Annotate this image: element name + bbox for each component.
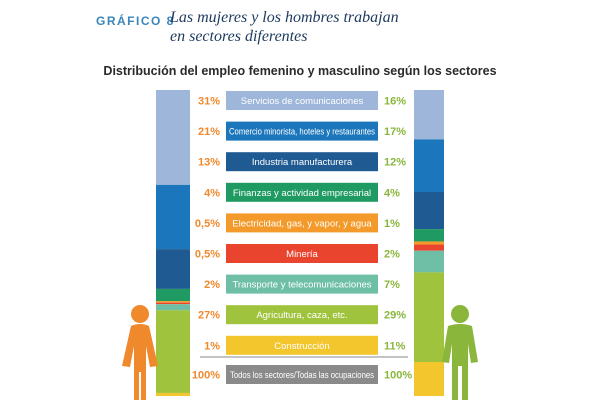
- sector-row: Construcción 1% 11%: [204, 335, 406, 355]
- men-bar-segment-9: [414, 362, 444, 396]
- women-bar-segment-5: [156, 301, 190, 303]
- men-bar-segment-8: [414, 272, 444, 362]
- women-percent: 0,5%: [195, 218, 220, 230]
- men-percent: 17%: [384, 126, 406, 138]
- women-percent: 4%: [204, 187, 220, 199]
- sector-label-bar: [226, 182, 378, 202]
- man-figure-icon: [442, 305, 478, 400]
- women-bar-segment-1: [156, 90, 190, 185]
- women-percent: 0,5%: [195, 249, 220, 261]
- women-percent: 27%: [198, 310, 220, 322]
- sector-label-bar: [226, 213, 378, 233]
- sector-row: Electricidad, gas, y vapor, y agua 0,5% 1%: [195, 213, 400, 233]
- figure-title-line2: en sectores diferentes: [170, 28, 308, 45]
- sector-label-bar: [226, 244, 378, 263]
- sector-row: Servicios de comunicaciones 31% 16%: [198, 91, 406, 110]
- sector-label: Comercio minorista, hoteles y restaurant…: [229, 127, 375, 138]
- sector-rows: Servicios de comunicaciones 31% 16% Comerci…: [195, 91, 406, 355]
- sector-label-bar: [226, 152, 378, 172]
- women-percent: 2%: [204, 279, 220, 291]
- total-row: Todos los sectores/Todas las ocupaciones…: [192, 356, 412, 384]
- total-label: Todos los sectores/Todas las ocupaciones: [230, 370, 374, 381]
- women-bar-segment-9: [156, 392, 190, 396]
- figure-title: Las mujeres y los hombres trabajan en se…: [170, 8, 510, 46]
- sector-label: Electricidad, gas, y vapor, y agua: [232, 218, 372, 229]
- sector-label: Servicios de comunicaciones: [241, 96, 364, 107]
- sector-row: Finanzas y actividad empresarial 4% 4%: [204, 182, 400, 202]
- sector-label: Industria manufacturera: [252, 157, 353, 168]
- sector-label: Finanzas y actividad empresarial: [233, 188, 371, 199]
- men-stacked-bar: [414, 90, 444, 396]
- sector-row: Industria manufacturera 13% 12%: [198, 152, 406, 172]
- women-bar-segment-4: [156, 288, 190, 302]
- sector-label-bar: [226, 305, 378, 325]
- sector-label: Construcción: [274, 341, 329, 352]
- women-percent: 21%: [198, 126, 220, 138]
- sector-row: Minería 0,5% 2%: [195, 244, 400, 263]
- total-label-bar: [226, 365, 378, 384]
- men-percent: 1%: [384, 218, 400, 230]
- sector-row: Transporte y telecomunicaciones 2% 7%: [204, 274, 400, 294]
- sector-label: Agricultura, caza, etc.: [256, 310, 347, 321]
- sector-row: Comercio minorista, hoteles y restaurant…: [198, 121, 406, 141]
- men-bar-segment-5: [414, 241, 444, 245]
- men-percent: 12%: [384, 157, 406, 169]
- men-bar-segment-2: [414, 139, 444, 192]
- men-bar-segment-4: [414, 229, 444, 242]
- figure-title-line1: Las mujeres y los hombres trabajan: [170, 9, 399, 26]
- sector-label-bar: [226, 91, 378, 110]
- sector-label: Transporte y telecomunicaciones: [232, 280, 371, 291]
- sector-label-bar: [226, 121, 378, 141]
- women-percent: 31%: [198, 96, 220, 108]
- women-bar-segment-8: [156, 310, 190, 393]
- sector-label-bar: [226, 274, 378, 294]
- women-bar-segment-7: [156, 304, 190, 311]
- chart-title: Distribución del empleo femenino y mascu…: [103, 64, 497, 78]
- sector-row: Agricultura, caza, etc. 27% 29%: [198, 305, 406, 325]
- men-percent: 7%: [384, 279, 400, 291]
- women-total-percent: 100%: [192, 370, 220, 382]
- woman-figure-icon: [122, 305, 158, 400]
- men-percent: 4%: [384, 187, 400, 199]
- men-percent: 16%: [384, 96, 406, 108]
- men-bar-segment-1: [414, 90, 444, 140]
- men-percent: 2%: [384, 249, 400, 261]
- women-percent: 1%: [204, 340, 220, 352]
- figure-label: GRÁFICO 8: [96, 14, 175, 28]
- women-stacked-bar: [156, 90, 190, 396]
- sector-label-bar: [226, 335, 378, 355]
- men-percent: 11%: [384, 340, 406, 352]
- men-percent: 29%: [384, 310, 406, 322]
- men-bar-segment-6: [414, 244, 444, 251]
- women-percent: 13%: [198, 157, 220, 169]
- men-bar-segment-3: [414, 192, 444, 230]
- men-bar-segment-7: [414, 250, 444, 273]
- women-bar-segment-2: [156, 184, 190, 250]
- men-total-percent: 100%: [384, 370, 412, 382]
- women-bar-segment-6: [156, 302, 190, 305]
- sector-label: Minería: [286, 249, 318, 260]
- women-bar-segment-3: [156, 249, 190, 289]
